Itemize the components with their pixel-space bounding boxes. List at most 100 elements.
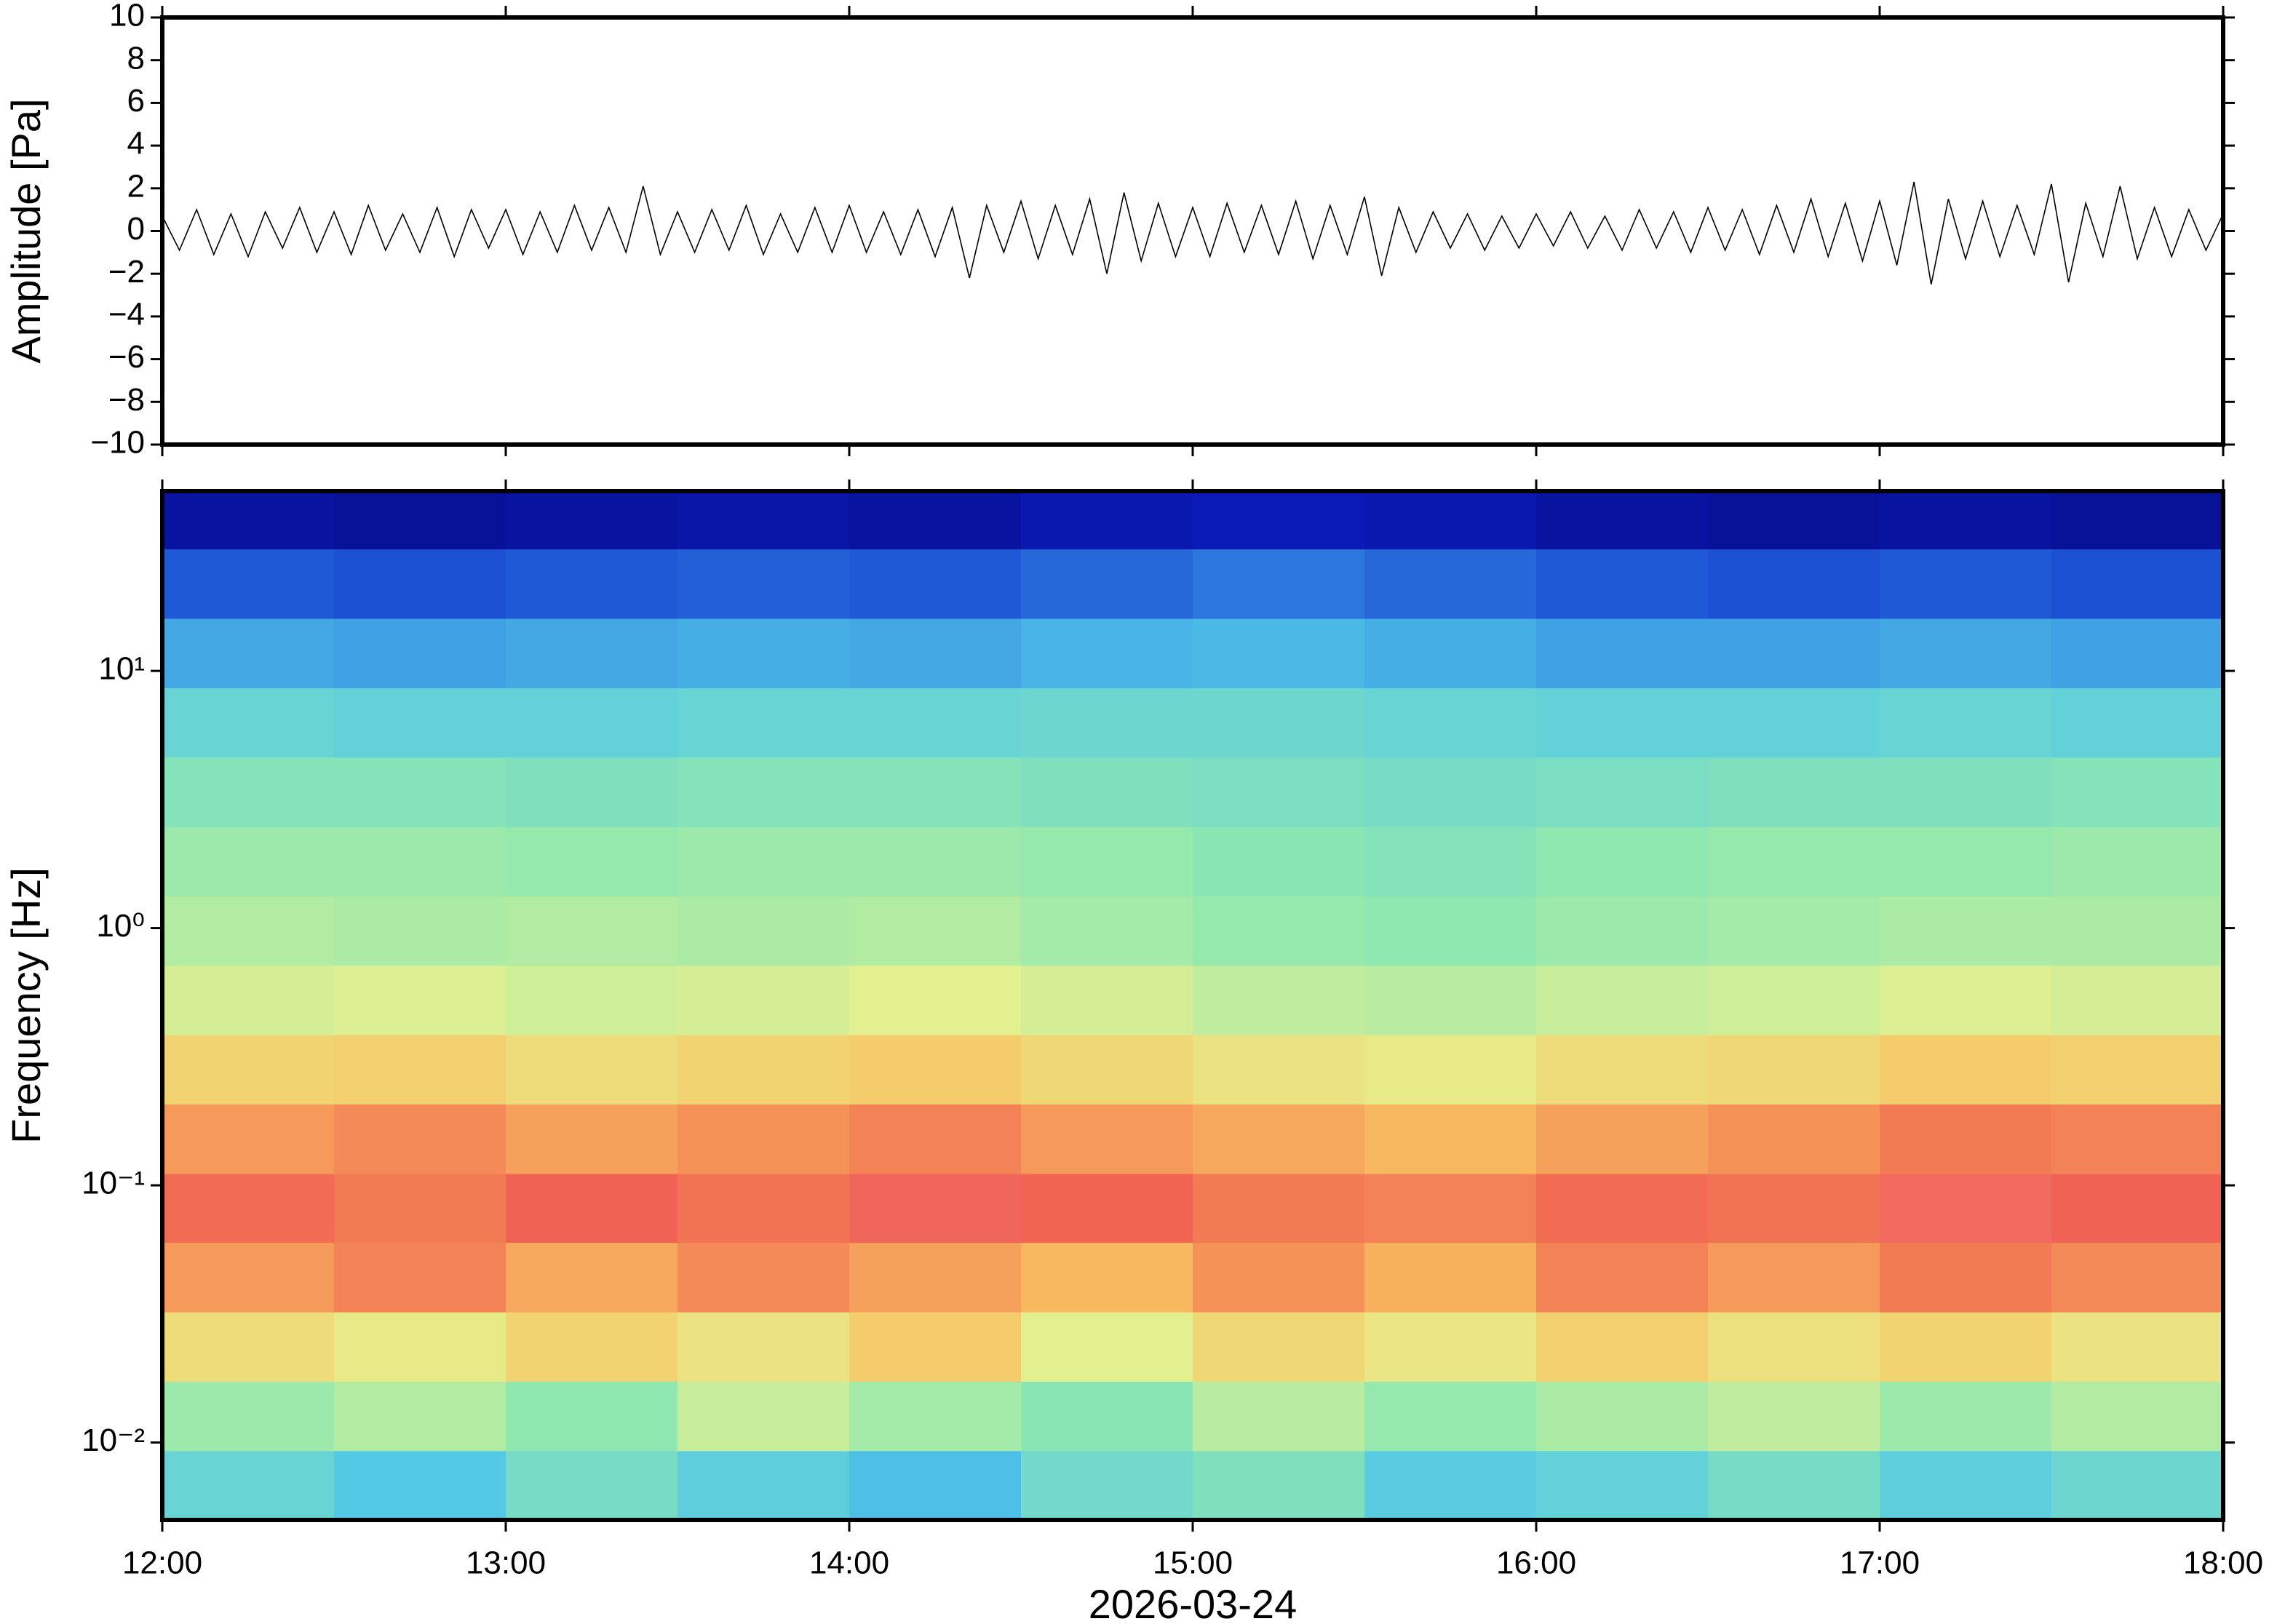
spectrogram-cell bbox=[162, 1450, 335, 1521]
spectrogram-cell bbox=[1364, 1174, 1537, 1243]
spectrogram-cell bbox=[1364, 1104, 1537, 1174]
spectrogram-cell bbox=[1364, 965, 1537, 1035]
spectrogram-cell bbox=[677, 896, 850, 966]
y-tick-label: 6 bbox=[127, 83, 145, 119]
spectrogram-cell bbox=[1193, 965, 1365, 1035]
spectrogram-cell bbox=[1021, 491, 1193, 550]
spectrogram-cell bbox=[1364, 1450, 1537, 1521]
spectrogram-cell bbox=[1193, 1104, 1365, 1174]
spectrogram-cell bbox=[1708, 1035, 1880, 1104]
spectrogram-cell bbox=[1193, 1381, 1365, 1452]
spectrogram-cell bbox=[1708, 1381, 1880, 1452]
spectrogram-cell bbox=[849, 1312, 1022, 1382]
spectrogram-cell bbox=[849, 1450, 1022, 1521]
y-tick-label: 2 bbox=[127, 168, 145, 204]
spectrogram-cell bbox=[849, 688, 1022, 758]
spectrogram-cell bbox=[2051, 1174, 2224, 1243]
spectrogram-cell bbox=[1193, 1450, 1365, 1521]
spectrogram-cell bbox=[506, 1381, 678, 1452]
spectrogram-cell bbox=[334, 965, 506, 1035]
spectrogram-cell bbox=[677, 1381, 850, 1452]
spectrogram-cell bbox=[2051, 1450, 2224, 1521]
spectrogram-cell bbox=[1880, 1174, 2052, 1243]
spectrogram-cell bbox=[334, 1312, 506, 1382]
spectrogram-cell bbox=[506, 1174, 678, 1243]
spectrogram-cell bbox=[1880, 1242, 2052, 1313]
spectrogram-cell bbox=[677, 827, 850, 897]
spectrogram-cell bbox=[1708, 757, 1880, 827]
spectrogram-cell bbox=[1536, 618, 1709, 688]
spectrogram-cell bbox=[849, 827, 1022, 897]
x-tick-label: 13:00 bbox=[466, 1545, 546, 1581]
spectrogram-cell bbox=[334, 1381, 506, 1452]
spectrogram-cell bbox=[1193, 688, 1365, 758]
y-tick-label: 10⁰ bbox=[96, 908, 145, 944]
spectrogram-cell bbox=[1708, 827, 1880, 897]
spectrogram-cell bbox=[334, 757, 506, 827]
spectrogram-cell bbox=[506, 618, 678, 688]
spectrogram-cell bbox=[1193, 491, 1365, 550]
spectrogram-cell bbox=[1021, 1242, 1193, 1313]
spectrogram-cell bbox=[2051, 827, 2224, 897]
spectrogram-cell bbox=[162, 688, 335, 758]
spectrogram-cell bbox=[1880, 491, 2052, 550]
spectrogram-cell bbox=[1536, 688, 1709, 758]
spectrogram-cell bbox=[1880, 757, 2052, 827]
spectrogram-cell bbox=[162, 1035, 335, 1104]
plot-frame bbox=[160, 15, 2225, 447]
spectrogram-cell bbox=[1364, 1242, 1537, 1313]
spectrogram-cell bbox=[162, 965, 335, 1035]
spectrogram-cell bbox=[1536, 896, 1709, 966]
spectrogram-cell bbox=[1708, 1104, 1880, 1174]
spectrogram-cell bbox=[2051, 688, 2224, 758]
waveform bbox=[162, 181, 2224, 285]
spectrogram-cell bbox=[1364, 688, 1537, 758]
spectrogram-cell bbox=[849, 1174, 1022, 1243]
spectrogram-cell bbox=[1880, 1104, 2052, 1174]
spectrogram-cell bbox=[1021, 757, 1193, 827]
y-tick-label: 8 bbox=[127, 40, 145, 76]
spectrogram-cell bbox=[1021, 1104, 1193, 1174]
spectrogram-cell bbox=[162, 1104, 335, 1174]
spectrogram-cell bbox=[2051, 549, 2224, 619]
spectrogram-cell bbox=[1021, 549, 1193, 619]
spectrogram-cell bbox=[1880, 618, 2052, 688]
spectrogram-cell bbox=[849, 1242, 1022, 1313]
spectrogram-cell bbox=[1193, 1174, 1365, 1243]
spectrogram-cell bbox=[2051, 618, 2224, 688]
y-tick-label: 10⁻² bbox=[82, 1422, 145, 1458]
spectrogram-cell bbox=[162, 491, 335, 550]
y-tick-label: 0 bbox=[127, 211, 145, 247]
spectrogram-cell bbox=[677, 1174, 850, 1243]
spectrogram-cell bbox=[1193, 1312, 1365, 1382]
spectrogram-cell bbox=[334, 549, 506, 619]
y-tick-label: −4 bbox=[108, 297, 145, 333]
y-axis-label: Frequency [Hz] bbox=[3, 867, 49, 1144]
spectrogram-cell bbox=[162, 1242, 335, 1313]
spectrogram-cell bbox=[506, 1104, 678, 1174]
y-tick-label: −10 bbox=[90, 425, 145, 461]
spectrogram-cell bbox=[1193, 618, 1365, 688]
spectrogram-cell bbox=[506, 757, 678, 827]
spectrogram-cell bbox=[334, 491, 506, 550]
spectrogram-cell bbox=[506, 688, 678, 758]
spectrogram-cell bbox=[506, 827, 678, 897]
spectrogram-cell bbox=[162, 618, 335, 688]
spectrogram-cell bbox=[2051, 491, 2224, 550]
spectrogram-cell bbox=[1021, 1381, 1193, 1452]
spectrogram-cell bbox=[1708, 965, 1880, 1035]
spectrogram-cell bbox=[1536, 757, 1709, 827]
y-tick-label: 4 bbox=[127, 126, 145, 162]
spectrogram-cell bbox=[1880, 549, 2052, 619]
spectrogram-cell bbox=[1364, 827, 1537, 897]
spectrogram-cell bbox=[162, 827, 335, 897]
spectrogram-cell bbox=[1021, 896, 1193, 966]
spectrogram-cell bbox=[1708, 491, 1880, 550]
spectrogram-cell bbox=[334, 1104, 506, 1174]
spectrogram-cell bbox=[1536, 1104, 1709, 1174]
spectrogram-cell bbox=[849, 1104, 1022, 1174]
y-tick-label: 10⁻¹ bbox=[82, 1166, 145, 1201]
spectrogram-cell bbox=[506, 1312, 678, 1382]
spectrogram-cell bbox=[849, 1035, 1022, 1104]
spectrogram-cell bbox=[849, 757, 1022, 827]
